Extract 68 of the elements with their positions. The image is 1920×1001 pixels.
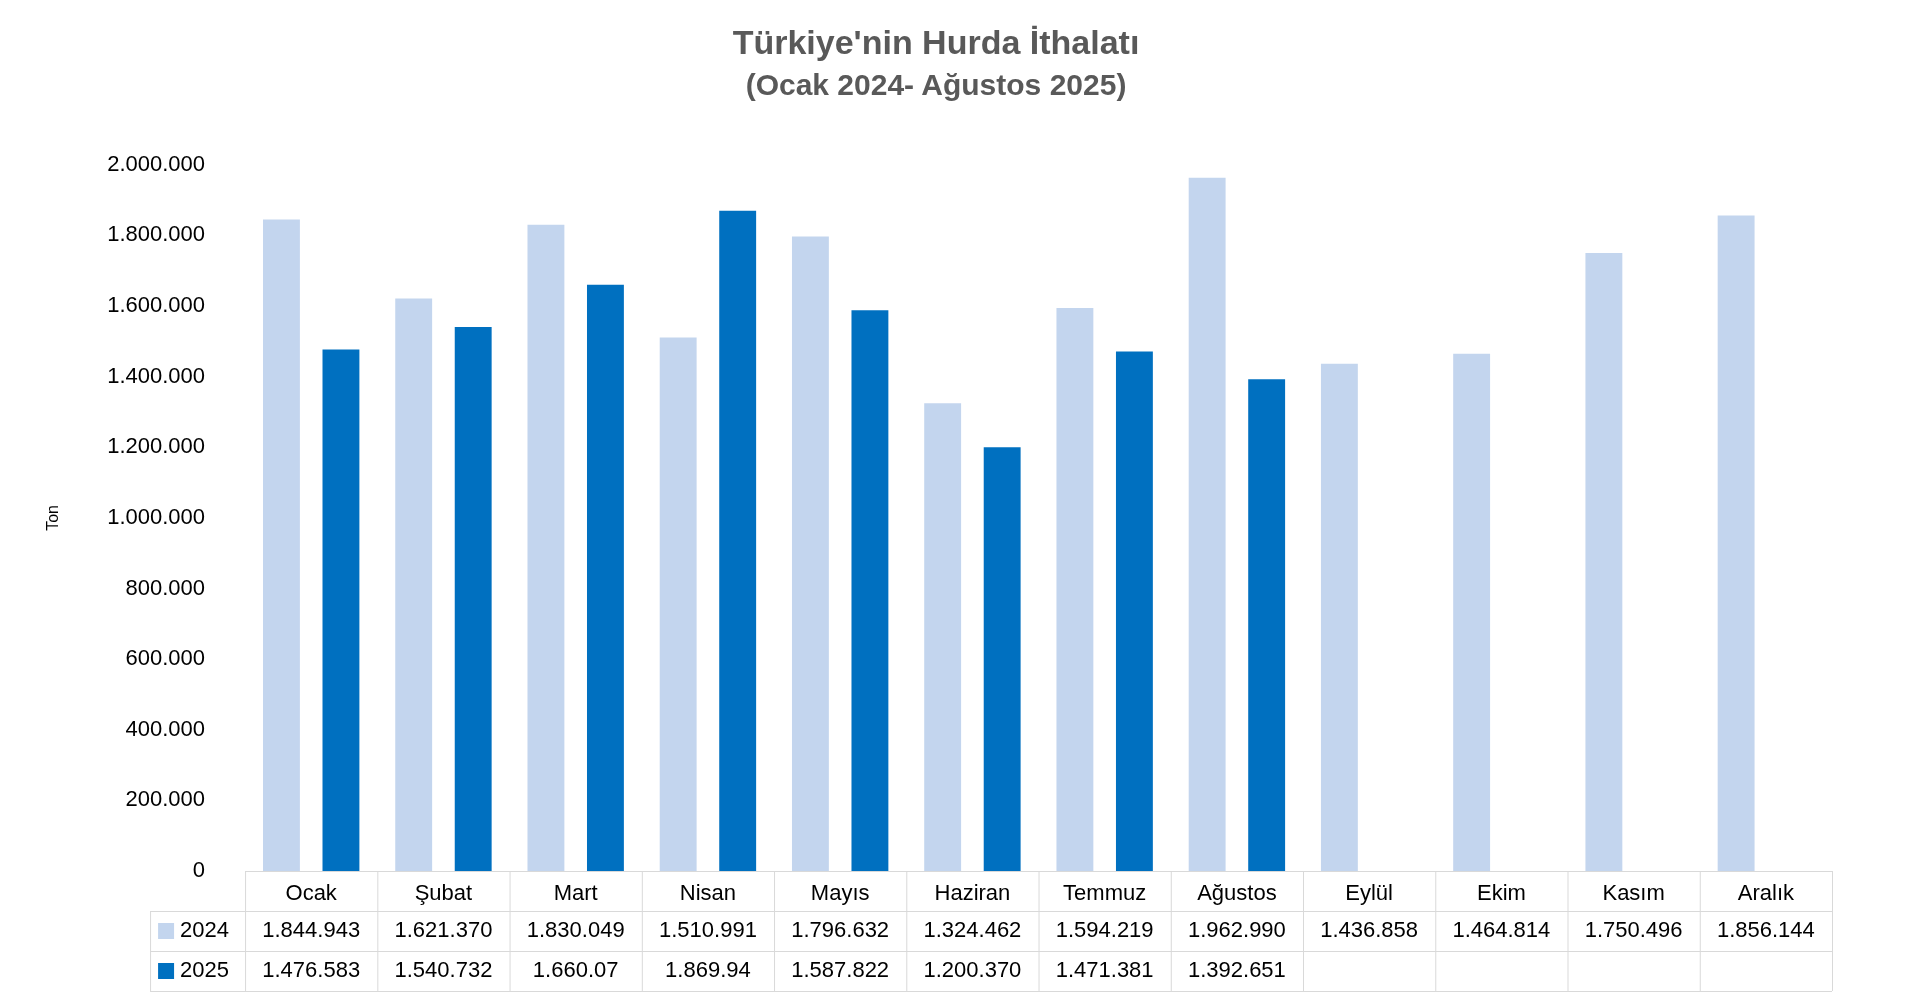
bar [395,298,433,871]
y-tick-label: 1.600.000 [107,292,206,318]
x-tick-label: Eylül [1345,880,1393,906]
x-tick-label: Temmuz [1063,880,1147,906]
y-axis-title: Ton [44,505,62,531]
data-label: 1.830.049 [526,917,625,943]
bar [1115,351,1153,871]
chart-subtitle: (Ocak 2024- Ağustos 2025) [745,68,1127,102]
y-tick-label: 1.000.000 [107,503,206,529]
x-tick-label: Mayıs [810,880,870,906]
x-tick-label: Şubat [414,880,473,906]
bar [586,284,624,871]
chart-title: Türkiye'nin Hurda İthalatı [732,22,1140,61]
data-label: 1.471.381 [1055,957,1154,983]
data-label: 1.476.583 [262,957,361,983]
data-label: 1.844.943 [262,917,361,943]
bar [1453,353,1491,871]
y-tick-label: 800.000 [125,574,206,600]
bar [791,236,829,871]
x-tick-label: Aralık [1737,880,1795,906]
y-tick-label: 1.200.000 [107,433,206,459]
data-label: 1.587.822 [791,957,890,983]
x-tick-label: Haziran [934,880,1011,906]
y-tick-label: 400.000 [125,715,206,741]
data-label: 1.962.990 [1187,917,1286,943]
y-tick-label: 1.400.000 [107,362,206,388]
data-label: 1.200.370 [923,957,1022,983]
bar [262,219,300,871]
bar [924,403,962,871]
bar [851,310,889,871]
data-label: 1.510.991 [658,917,757,943]
data-label: 1.660.07 [532,957,619,983]
legend-label: 2025 [180,957,230,983]
x-tick-label: Kasım [1602,880,1665,906]
data-label: 1.621.370 [394,917,493,943]
y-tick-label: 0 [192,857,206,883]
legend-label: 2024 [180,917,230,943]
data-label: 1.464.814 [1452,917,1551,943]
bar [659,337,697,871]
bar [1717,215,1755,871]
data-label: 1.869.94 [665,957,751,983]
x-tick-label: Mart [553,880,598,906]
data-label: 1.324.462 [923,917,1022,943]
x-tick-label: Nisan [679,880,737,906]
data-label: 1.540.732 [394,957,493,983]
x-tick-label: Ekim [1476,880,1526,906]
data-label: 1.392.651 [1187,957,1286,983]
data-label: 1.594.219 [1055,917,1154,943]
bar [454,326,492,871]
bar [322,349,360,871]
bar [1320,363,1358,871]
bar [1585,252,1623,871]
data-label: 1.856.144 [1716,917,1815,943]
data-label: 1.436.858 [1320,917,1419,943]
bar [527,224,565,871]
bar [1056,308,1094,871]
y-tick-label: 1.800.000 [107,221,206,247]
bar [983,447,1021,871]
x-tick-label: Ağustos [1197,880,1277,906]
bar [1188,177,1226,871]
y-tick-label: 2.000.000 [107,150,206,176]
y-tick-label: 200.000 [125,786,206,812]
x-tick-label: Ocak [285,880,338,906]
bar [1248,379,1286,871]
data-label: 1.796.632 [791,917,890,943]
y-tick-label: 600.000 [125,645,206,671]
bar [719,210,757,871]
data-label: 1.750.496 [1584,917,1683,943]
